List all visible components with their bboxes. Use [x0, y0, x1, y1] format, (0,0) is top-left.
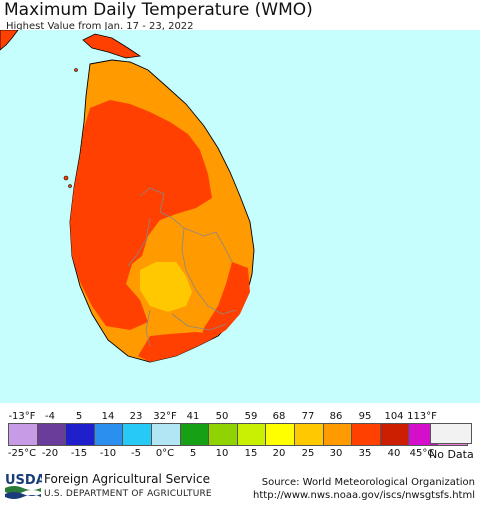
legend-tick-f: 77	[301, 411, 315, 422]
legend-tick-c: -15	[70, 448, 88, 459]
agency-name: Foreign Agricultural Service	[44, 472, 210, 486]
legend-tick-c: 45°C	[409, 448, 435, 459]
legend-tick-c: 30	[329, 448, 343, 459]
legend-swatch	[380, 424, 410, 445]
legend-no-data-label: No Data	[429, 448, 474, 461]
legend-tick-f: -13°F	[8, 411, 36, 422]
svg-text:USDA: USDA	[5, 473, 42, 488]
legend-swatch	[9, 424, 38, 445]
department-name: U.S. DEPARTMENT OF AGRICULTURE	[44, 489, 212, 499]
legend-swatch	[323, 424, 353, 445]
legend-swatch	[66, 424, 95, 445]
legend-tick-c: 25	[301, 448, 315, 459]
legend-tick-f: 50	[215, 411, 229, 422]
legend-swatch	[266, 424, 295, 445]
zone-hot-south	[138, 332, 214, 362]
legend-tick-c: 15	[244, 448, 258, 459]
footer: USDA Foreign Agricultural Service U.S. D…	[0, 468, 480, 505]
legend-swatch	[237, 424, 267, 445]
legend-tick-f: 59	[244, 411, 258, 422]
source-url[interactable]: http://www.nws.noaa.gov/iscs/nwsgtsfs.ht…	[253, 490, 475, 501]
usda-logo-icon: USDA	[5, 473, 42, 499]
legend-tick-f: 86	[329, 411, 343, 422]
island-islet	[74, 68, 78, 72]
data-source: Source: World Meteorological Organizatio…	[261, 477, 475, 488]
legend-tick-f: 95	[358, 411, 372, 422]
legend-color-bar	[8, 423, 468, 446]
legend-tick-c: 20	[272, 448, 286, 459]
temperature-legend: -13°F -4 5 14 23 32°F 41 50 59 68 77 86 …	[0, 403, 480, 463]
legend-tick-c: -10	[99, 448, 117, 459]
legend-tick-c: -20	[41, 448, 59, 459]
legend-tick-c: 10	[215, 448, 229, 459]
legend-tick-c: 0°C	[155, 448, 175, 459]
district-boundaries	[127, 187, 237, 347]
legend-no-data-swatch	[430, 423, 472, 444]
legend-tick-f: 41	[186, 411, 200, 422]
legend-swatch	[37, 424, 67, 445]
legend-swatch	[352, 424, 381, 445]
legend-tick-c: -5	[131, 448, 141, 459]
legend-tick-f: 68	[272, 411, 286, 422]
india-coast	[0, 30, 19, 51]
legend-tick-f: 113°F	[407, 411, 437, 422]
legend-tick-f: 14	[101, 411, 115, 422]
legend-tick-f: -4	[45, 411, 55, 422]
legend-swatch	[180, 424, 210, 445]
map-subtitle: Highest Value from Jan. 17 - 23, 2022	[6, 21, 194, 32]
zone-hot-southeast	[198, 262, 250, 346]
zone-mild-uplands	[140, 262, 192, 312]
map-title: Maximum Daily Temperature (WMO)	[4, 0, 313, 20]
legend-swatch	[294, 424, 324, 445]
island-islet	[68, 184, 72, 188]
legend-tick-c: 5	[189, 448, 197, 459]
legend-tick-f: 5	[75, 411, 83, 422]
legend-swatch	[123, 424, 152, 445]
island-islet	[63, 175, 69, 181]
zone-hot-west	[70, 100, 212, 330]
legend-swatch	[151, 424, 181, 445]
jaffna-peninsula	[82, 33, 142, 59]
legend-tick-f: 23	[129, 411, 143, 422]
legend-swatch	[94, 424, 124, 445]
legend-tick-c: 35	[358, 448, 372, 459]
legend-swatch	[209, 424, 238, 445]
legend-tick-f: 32°F	[153, 411, 177, 422]
legend-tick-f: 104	[384, 411, 404, 422]
legend-tick-c: 40	[387, 448, 401, 459]
temperature-map	[0, 30, 480, 403]
legend-tick-c: -25°C	[7, 448, 37, 459]
